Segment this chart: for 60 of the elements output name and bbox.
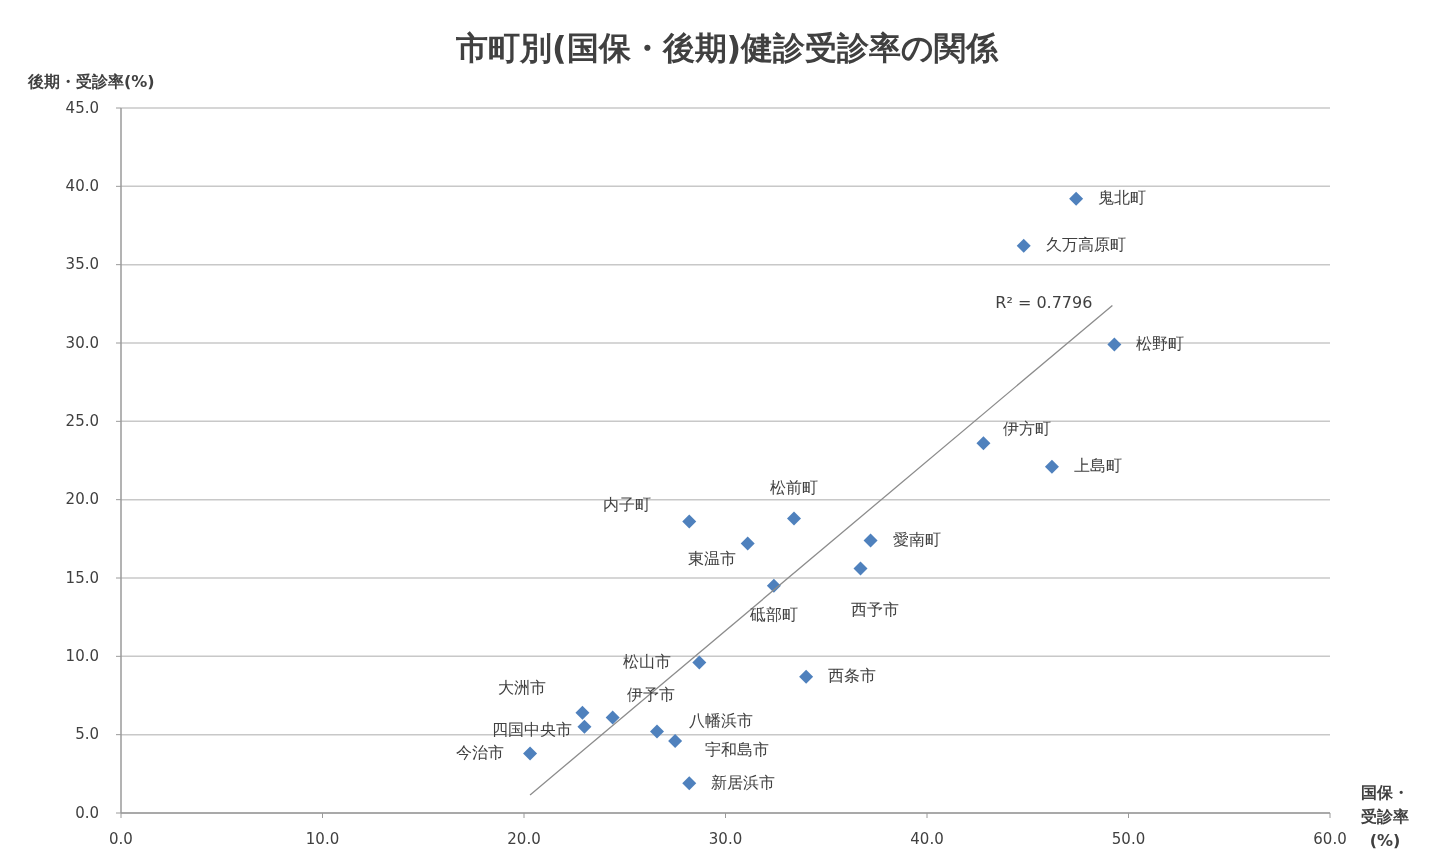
x-tick-label: 50.0: [1111, 829, 1146, 848]
point: [740, 536, 755, 551]
annotation: 松野町: [1136, 334, 1185, 354]
annotation: 上島町: [1073, 456, 1122, 476]
point: [1044, 459, 1059, 474]
annotation: 松山市: [623, 652, 672, 672]
annotation: R² = 0.7796: [995, 292, 1093, 312]
point: [682, 514, 697, 529]
annotation: 愛南町: [892, 529, 941, 549]
annotation: 久万高原町: [1045, 235, 1126, 255]
x-tick-label: 30.0: [708, 829, 743, 848]
point: [787, 511, 802, 526]
point: [853, 561, 868, 576]
y-tick-label: 35.0: [65, 255, 99, 274]
annotation: 鬼北町: [1098, 188, 1147, 208]
point: [668, 733, 683, 748]
annotation: 四国中央市: [492, 720, 573, 740]
annotation: 砥部町: [748, 605, 798, 625]
annotation: 八幡浜市: [688, 711, 753, 731]
point: [863, 533, 878, 548]
point: [1069, 191, 1084, 206]
annotation: 西条市: [828, 666, 877, 686]
annotation: 松前町: [770, 477, 819, 497]
y-tick-label: 0.0: [75, 803, 99, 822]
point: [649, 724, 664, 739]
y-tick-label: 5.0: [75, 725, 99, 744]
annotation: 新居浜市: [711, 772, 776, 792]
x-tick-label: 20.0: [507, 829, 541, 848]
point: [1016, 238, 1031, 253]
annotation: 伊予市: [626, 684, 675, 704]
annotation: 伊方町: [1003, 418, 1052, 438]
x-tick-label: 40.0: [910, 829, 944, 848]
y-tick-label: 25.0: [65, 411, 99, 430]
annotation: 内子町: [603, 495, 652, 515]
y-tick-label: 20.0: [65, 490, 99, 509]
y-tick-label: 15.0: [65, 568, 99, 587]
annotation: 西予市: [850, 600, 899, 620]
x-tick-label: 10.0: [305, 829, 340, 848]
annotation: 今治市: [456, 742, 505, 762]
y-tick-label: 40.0: [65, 176, 99, 195]
point: [692, 655, 707, 670]
annotation: 東温市: [687, 549, 736, 569]
x-tick-label: 0.0: [109, 829, 133, 848]
y-tick-label: 10.0: [65, 646, 99, 665]
annotation: 大洲市: [498, 678, 547, 698]
y-tick-label: 30.0: [65, 333, 99, 352]
point: [523, 746, 538, 761]
point: [1107, 337, 1122, 352]
y-tick-label: 45.0: [65, 98, 99, 117]
point: [799, 669, 814, 684]
annotation: 宇和島市: [705, 740, 770, 760]
point: [682, 776, 697, 791]
point: [575, 705, 590, 720]
point: [605, 710, 620, 725]
chart-title: 市町別(国保・後期)健診受診率の関係: [454, 29, 1000, 67]
x-tick-label: 60.0: [1313, 829, 1347, 848]
point: [577, 719, 592, 734]
point: [976, 436, 991, 451]
x-axis-title: 国保・受診率(%): [1360, 783, 1409, 850]
y-axis-title: 後期・受診率(%): [27, 71, 155, 91]
